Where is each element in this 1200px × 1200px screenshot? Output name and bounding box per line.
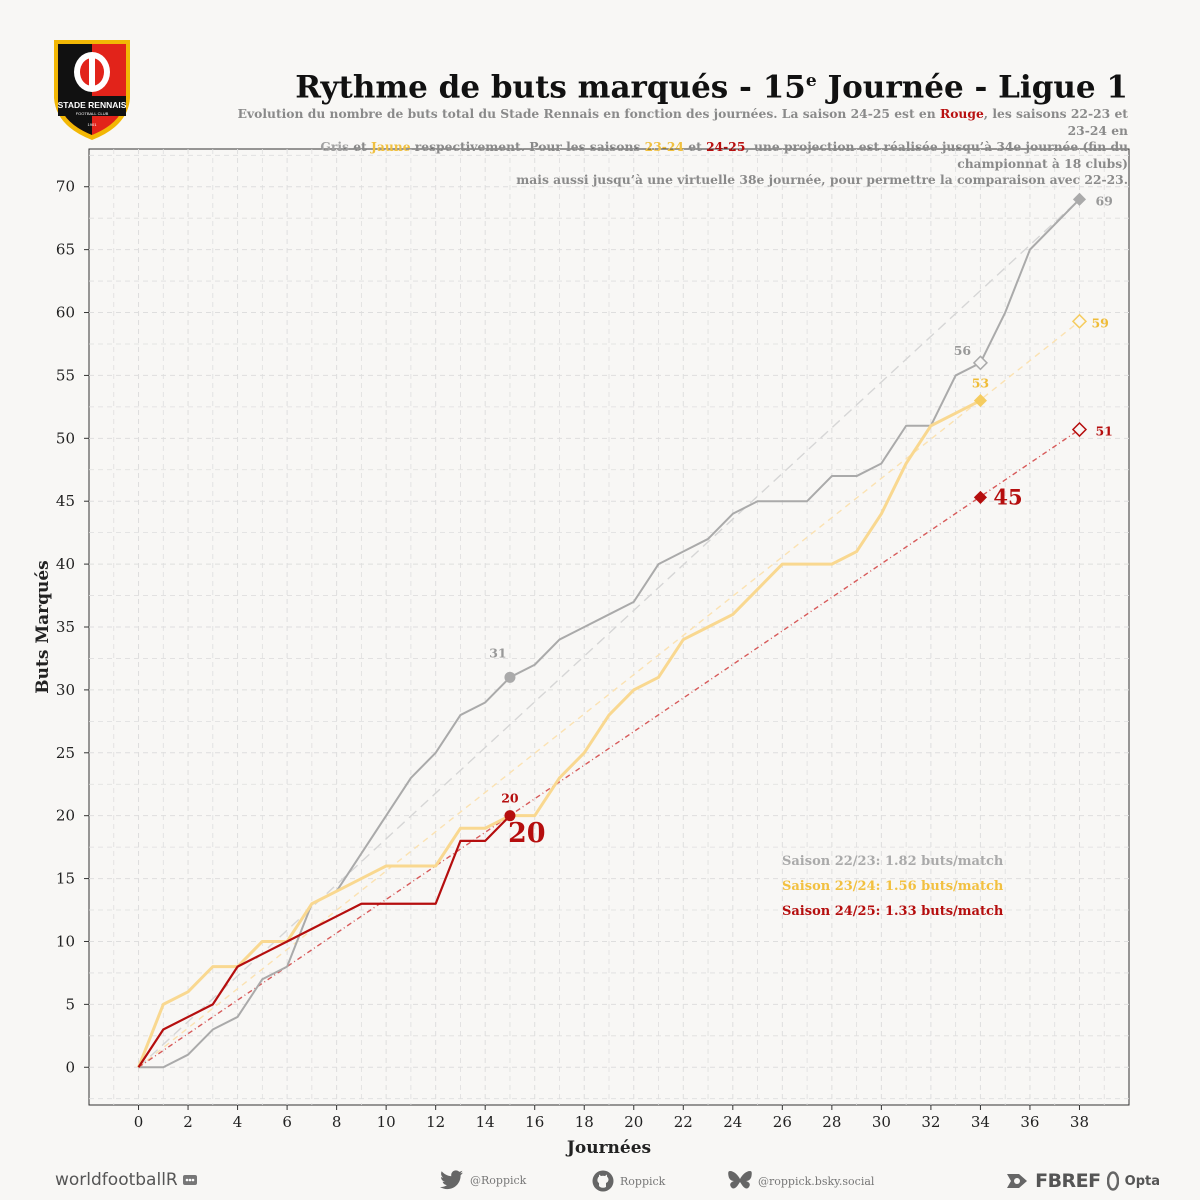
marker-point (973, 490, 987, 504)
x-tick-label: 38 (1070, 1113, 1089, 1131)
x-tick-label: 8 (332, 1113, 342, 1131)
axis-ticks: 0 2 4 6 8 10 12 14 16 18 20 22 24 26 28 30 32 34 36 3805101… (56, 178, 1089, 1131)
y-tick-label: 15 (56, 870, 75, 888)
stats-entry: Saison 22/23: 1.82 buts/match (782, 854, 1004, 869)
y-tick-label: 20 (56, 807, 75, 825)
marker-point (1072, 192, 1087, 206)
logo-club-name: STADE RENNAIS (58, 100, 127, 110)
x-tick-label: 32 (921, 1113, 940, 1131)
annotation-current-goals: 20 (508, 818, 546, 849)
footer: worldfootballR @Roppick Roppick @roppick… (0, 1160, 1200, 1200)
x-tick-label: 26 (773, 1113, 792, 1131)
opta-icon (1106, 1171, 1119, 1191)
marker-label: 59 (1091, 315, 1108, 330)
projection-line (138, 198, 1080, 1068)
x-tick-label: 2 (183, 1113, 193, 1131)
x-tick-label: 24 (723, 1113, 742, 1131)
x-tick-label: 18 (575, 1113, 594, 1131)
x-tick-label: 12 (426, 1113, 445, 1131)
marker-label: 53 (972, 376, 989, 391)
x-axis-label: Journées (565, 1138, 651, 1158)
y-tick-label: 55 (56, 366, 75, 384)
marker-point (504, 810, 516, 822)
subtitle: Evolution du nombre de buts total du Sta… (237, 106, 1128, 188)
twitter-icon (440, 1170, 463, 1190)
y-tick-label: 60 (56, 304, 75, 322)
marker-point (504, 671, 516, 683)
github-icon (592, 1170, 614, 1192)
twitter-link[interactable]: @Roppick (440, 1170, 526, 1190)
x-tick-label: 6 (282, 1113, 292, 1131)
marker-label: 20 (501, 791, 519, 806)
opta-brand: Opta (1124, 1173, 1160, 1189)
marker-label: 56 (954, 343, 972, 358)
package-icon (182, 1175, 197, 1185)
marker-label: 31 (489, 645, 506, 660)
marker-label: 69 (1095, 193, 1112, 208)
series-line (138, 198, 1081, 1069)
y-axis-label: Buts Marqués (33, 560, 53, 694)
data-source-brands: FBREF Opta (1005, 1170, 1160, 1192)
x-tick-label: 20 (624, 1113, 643, 1131)
y-tick-label: 50 (56, 429, 75, 447)
y-tick-label: 5 (65, 995, 75, 1013)
series-line (137, 814, 511, 1068)
bluesky-butterfly-icon (728, 1171, 752, 1189)
logo-year: 1901 (88, 122, 98, 127)
page-title: Rythme de buts marqués - 15e Journée - L… (295, 69, 1128, 106)
series-line (137, 399, 982, 1068)
stats-legend: Saison 22/23: 1.82 buts/match Saison 23/2… (782, 854, 1004, 919)
y-tick-label: 0 (65, 1058, 75, 1076)
y-tick-label: 45 (56, 492, 75, 510)
series-lines (137, 198, 1081, 1069)
x-tick-label: 0 (134, 1113, 144, 1131)
fbref-brand: FBREF (1035, 1170, 1101, 1192)
stats-entry: Saison 24/25: 1.33 buts/match (782, 904, 1004, 919)
marker-label: 51 (1095, 424, 1112, 439)
y-tick-label: 40 (56, 555, 75, 573)
stats-entry: Saison 23/24: 1.56 buts/match (782, 879, 1004, 894)
club-logo: STADE RENNAIS FOOTBALL CLUB 1901 (54, 40, 130, 140)
x-tick-label: 10 (377, 1113, 396, 1131)
y-tick-label: 10 (56, 932, 75, 950)
y-tick-label: 65 (56, 241, 75, 259)
x-tick-label: 22 (674, 1113, 693, 1131)
x-tick-label: 28 (822, 1113, 841, 1131)
x-tick-label: 36 (1020, 1113, 1039, 1131)
y-tick-label: 25 (56, 744, 75, 762)
marker-point (972, 355, 988, 371)
y-tick-label: 35 (56, 618, 75, 636)
grid (89, 149, 1129, 1105)
marker-point (1071, 421, 1088, 438)
fbref-ball-icon (1007, 1174, 1028, 1188)
title-block: Rythme de buts marqués - 15e Journée - L… (228, 62, 1128, 189)
x-tick-label: 16 (525, 1113, 544, 1131)
x-tick-label: 30 (872, 1113, 891, 1131)
x-tick-label: 4 (233, 1113, 243, 1131)
x-tick-label: 34 (971, 1113, 990, 1131)
projection-line (138, 428, 1080, 1068)
github-link[interactable]: Roppick (592, 1170, 665, 1192)
marker-point (973, 394, 987, 408)
worldfootballr-brand: worldfootballR (55, 1170, 197, 1190)
logo-club-sub: FOOTBALL CLUB (76, 111, 109, 116)
y-tick-label: 30 (56, 681, 75, 699)
marker-point (1071, 313, 1088, 329)
markers: 31 56 69 53 59 20 45 51 (489, 192, 1113, 822)
bluesky-link[interactable]: @roppick.bsky.social (728, 1170, 874, 1192)
x-tick-label: 14 (476, 1113, 495, 1131)
marker-label: 45 (993, 484, 1022, 509)
y-tick-label: 70 (56, 178, 75, 196)
